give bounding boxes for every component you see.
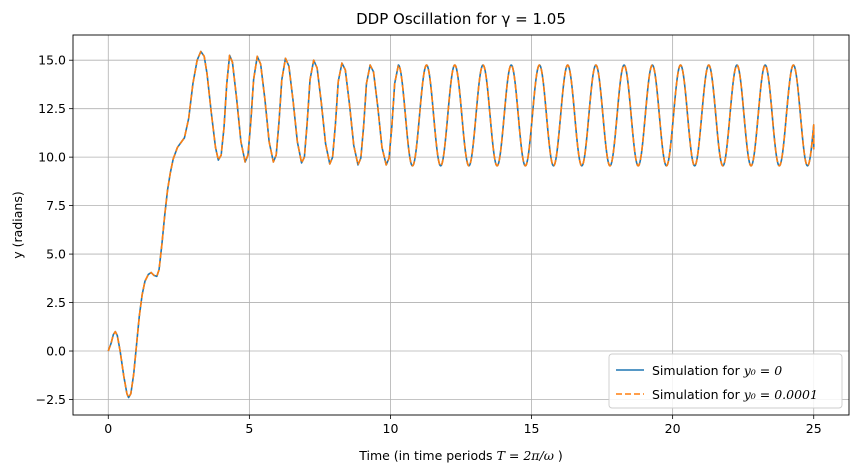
x-axis-label-math: T = 2π/ω	[497, 448, 554, 463]
legend-entry-1-math: y₀ = 0	[743, 363, 782, 378]
x-tick-label: 5	[245, 421, 253, 436]
x-axis-label-suffix: )	[554, 448, 563, 463]
x-tick-label: 10	[383, 421, 399, 436]
axis-ticks: 0 5 10 15 20 25 −2.5 0.0 2.5 5.0 7.5 10.0 12.5 15.0	[36, 53, 822, 436]
y-tick-label: 0.0	[46, 344, 66, 359]
legend-entry-1: Simulation for y₀ = 0	[652, 363, 782, 378]
y-tick-label: 12.5	[38, 101, 66, 116]
y-tick-label: 7.5	[46, 198, 66, 213]
y-tick-label: 2.5	[46, 295, 66, 310]
legend-entry-2-math: y₀ = 0.0001	[743, 387, 818, 402]
x-tick-label: 20	[665, 421, 681, 436]
axes-frame	[72, 34, 850, 416]
y-tick-label: 5.0	[46, 247, 66, 262]
legend-entry-2: Simulation for y₀ = 0.0001	[652, 387, 818, 402]
x-tick-label: 25	[806, 421, 822, 436]
y-tick-label: 10.0	[38, 150, 66, 165]
y-tick-label: 15.0	[38, 53, 66, 68]
y-tick-label: −2.5	[36, 392, 66, 407]
legend: Simulation for y₀ = 0 Simulation for y₀ …	[608, 353, 843, 409]
legend-entry-1-text: Simulation for	[652, 363, 744, 378]
chart-title: DDP Oscillation for γ = 1.05	[356, 10, 566, 28]
x-axis-label-text: Time (in time periods	[358, 448, 496, 463]
series-layer	[107, 50, 815, 399]
x-axis-label: Time (in time periods T = 2π/ω )	[358, 448, 563, 463]
legend-box	[608, 353, 843, 409]
x-tick-label: 0	[104, 421, 112, 436]
y-axis-label: y (radians)	[10, 191, 25, 258]
x-tick-label: 15	[524, 421, 540, 436]
legend-entry-2-text: Simulation for	[652, 387, 744, 402]
series-line-y0-0.0001	[107, 50, 815, 399]
